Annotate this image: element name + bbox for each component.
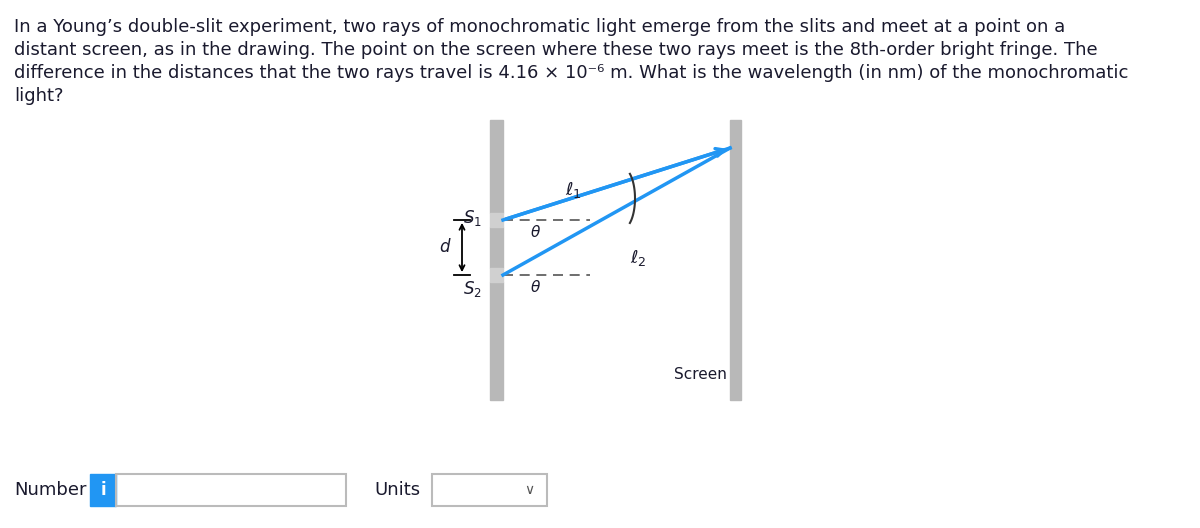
Bar [490,268,503,282]
Text: $d$: $d$ [439,239,452,257]
Text: $\ell_2$: $\ell_2$ [630,248,647,268]
Text: distant screen, as in the drawing. The point on the screen where these two rays : distant screen, as in the drawing. The p… [14,41,1098,59]
Text: Number: Number [14,481,86,499]
Text: light?: light? [14,87,64,105]
Bar [432,474,547,506]
Text: Screen: Screen [674,367,727,382]
Bar [490,213,503,227]
Text: $S_2$: $S_2$ [463,279,482,299]
Text: Units: Units [374,481,420,499]
Text: $\theta$: $\theta$ [530,224,541,240]
Text: ∨: ∨ [524,483,534,497]
Bar [730,120,742,400]
Bar [90,474,116,506]
Text: $\theta$: $\theta$ [530,279,541,295]
Bar [116,474,346,506]
Bar [490,282,503,400]
Text: In a Young’s double-slit experiment, two rays of monochromatic light emerge from: In a Young’s double-slit experiment, two… [14,18,1066,36]
Text: i: i [100,481,106,499]
Text: $S_1$: $S_1$ [463,208,482,228]
Text: $\ell_1$: $\ell_1$ [565,180,582,200]
Text: difference in the distances that the two rays travel is 4.16 × 10⁻⁶ m. What is t: difference in the distances that the two… [14,64,1128,82]
Bar [490,227,503,268]
Bar [490,120,503,213]
